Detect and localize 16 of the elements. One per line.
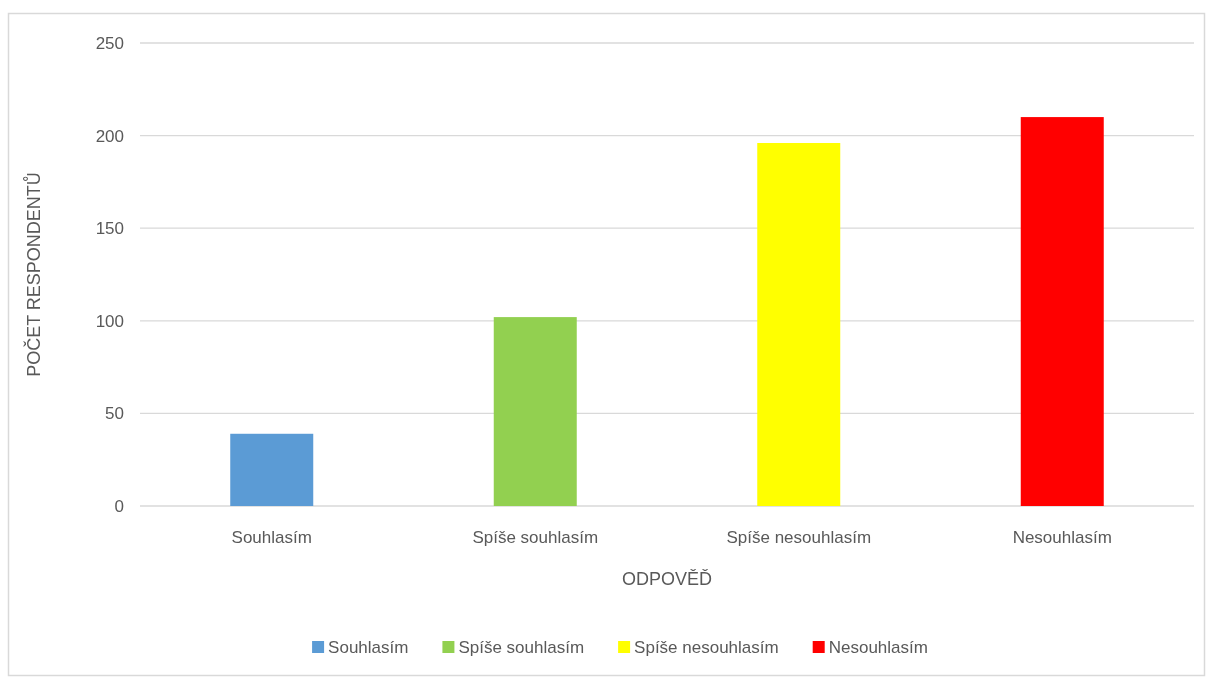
legend-label: Spíše souhlasím [458,637,585,657]
y-tick-label: 250 [95,33,124,53]
y-tick-label: 100 [95,311,124,331]
y-tick-label: 150 [95,219,124,239]
x-tick-label: Spíše nesouhlasím [726,528,872,547]
x-tick-label: Souhlasím [231,528,312,547]
x-tick-label: Nesouhlasím [1012,528,1112,547]
y-axis-title: POČET RESPONDENTŮ [23,172,44,377]
y-tick-label: 200 [95,126,124,146]
x-axis-title: ODPOVĚĎ [621,569,713,589]
y-tick-label: 0 [114,496,124,516]
legend-label: Spíše nesouhlasím [634,637,779,657]
legend-label: Nesouhlasím [828,637,928,657]
y-tick-label: 50 [105,404,124,424]
x-tick-label: Spíše souhlasím [472,528,599,547]
legend-label: Souhlasím [328,637,409,657]
